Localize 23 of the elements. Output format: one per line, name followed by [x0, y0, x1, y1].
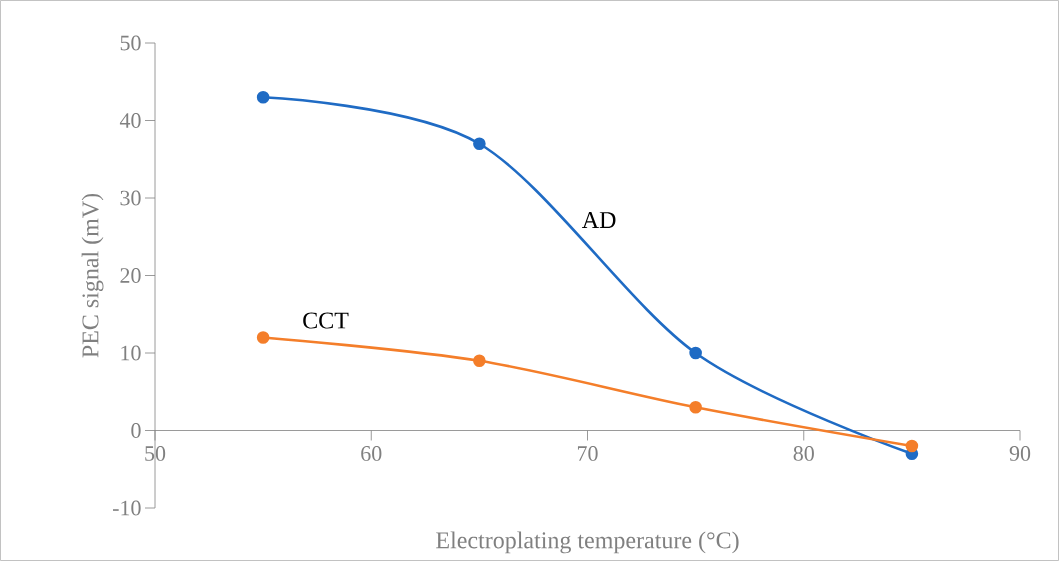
y-tick-label: 10 [121, 345, 141, 361]
point [473, 137, 486, 151]
point [905, 439, 919, 453]
point [689, 400, 702, 414]
point [473, 354, 486, 368]
point [256, 90, 270, 104]
series-label: AD [582, 212, 616, 228]
y-tick-label: -10 [112, 500, 141, 516]
x-axis-title: Electroplating temperature (°C) [436, 531, 739, 554]
x-tick-label: 90 [1009, 446, 1031, 461]
y-tick-label: 20 [120, 268, 141, 283]
x-tick-label: 80 [793, 446, 814, 461]
x-tick-label: 70 [577, 446, 598, 461]
y-tick-label: 0 [131, 423, 141, 438]
point [256, 331, 270, 344]
y-tick-label: 30 [120, 190, 141, 206]
point [689, 346, 702, 360]
y-axis-title: PEC signal (mV) [81, 193, 104, 358]
x-tick-label: 60 [361, 446, 382, 461]
y-tick-label: 50 [120, 35, 141, 51]
x-tick-label: 50 [145, 446, 166, 461]
series-label: CCT [303, 312, 349, 329]
y-tick-label: 40 [119, 113, 141, 128]
